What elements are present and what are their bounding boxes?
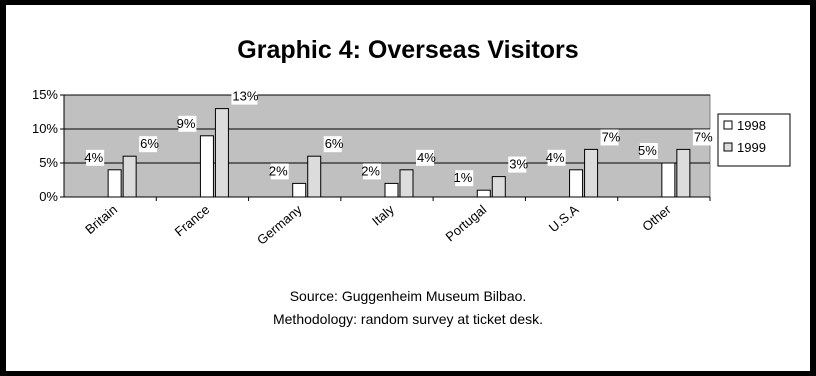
data-label-france-1998: 9% <box>177 116 196 131</box>
x-tick-label-britain: Britain <box>82 202 120 237</box>
data-label-u-s-a-1999: 7% <box>602 129 621 144</box>
legend-label-1998: 1998 <box>737 118 766 133</box>
bar-other-1999 <box>676 148 691 198</box>
legend-swatch-1998 <box>723 120 733 130</box>
x-tick-label-italy: Italy <box>369 201 397 228</box>
data-label-box-germany-1998 <box>270 163 289 180</box>
y-tick-label-0: 0% <box>39 189 58 204</box>
x-tick-label-other: Other <box>639 201 674 234</box>
legend-label-1999: 1999 <box>737 140 766 155</box>
data-label-italy-1998: 2% <box>361 163 380 178</box>
data-label-box-britain-1999 <box>139 136 158 153</box>
y-tick-label-5: 5% <box>39 155 58 170</box>
data-label-germany-1998: 2% <box>269 163 288 178</box>
bar-france-1999 <box>214 108 229 198</box>
bar-u-s-a-1999 <box>584 148 599 198</box>
x-tick-label-u-s-a: U.S.A <box>546 202 582 236</box>
data-label-box-germany-1999 <box>323 136 342 153</box>
data-label-box-u-s-a-1998 <box>547 149 566 166</box>
data-label-italy-1999: 4% <box>417 150 436 165</box>
bar-britain-1999 <box>122 155 137 198</box>
data-label-box-other-1998 <box>639 143 658 159</box>
bar-portugal-1998 <box>476 189 491 198</box>
data-label-other-1998: 5% <box>638 143 657 158</box>
data-label-box-france-1999 <box>231 88 258 105</box>
x-tick-label-france: France <box>172 202 213 240</box>
data-label-box-france-1998 <box>178 115 197 132</box>
data-label-u-s-a-1998: 4% <box>546 150 565 165</box>
methodology-note: Methodology: random survey at ticket des… <box>272 311 544 327</box>
y-tick-label-10: 10% <box>32 121 58 136</box>
bar-italy-1999 <box>399 169 414 198</box>
data-label-other-1999: 7% <box>694 129 713 144</box>
data-label-portugal-1999: 3% <box>509 157 528 172</box>
bar-france-1998 <box>199 135 214 198</box>
bar-other-1998 <box>661 162 676 198</box>
data-label-box-portugal-1999 <box>508 156 527 173</box>
bar-portugal-1999 <box>491 176 506 198</box>
bar-germany-1999 <box>307 155 322 198</box>
data-label-britain-1998: 4% <box>84 150 103 165</box>
x-tick-label-germany: Germany <box>254 201 305 247</box>
bar-u-s-a-1998 <box>569 169 584 198</box>
x-tick-label-portugal: Portugal <box>442 202 489 245</box>
data-label-germany-1999: 6% <box>325 136 344 151</box>
data-label-portugal-1998: 1% <box>453 170 472 185</box>
y-tick-label-15: 15% <box>32 87 58 102</box>
data-label-france-1999: 13% <box>232 89 258 104</box>
bar-britain-1998 <box>107 169 122 198</box>
bar-italy-1998 <box>384 182 399 198</box>
legend-box <box>717 113 791 167</box>
data-label-box-italy-1999 <box>416 149 434 166</box>
source-note: Source: Guggenheim Museum Bilbao. <box>289 288 527 304</box>
data-label-box-britain-1998 <box>86 149 105 166</box>
legend-swatch-1999 <box>723 142 733 152</box>
data-label-box-other-1999 <box>692 129 711 146</box>
data-label-britain-1999: 6% <box>140 136 159 151</box>
data-label-box-portugal-1998 <box>455 170 474 187</box>
data-label-box-italy-1998 <box>363 163 381 180</box>
data-label-box-u-s-a-1999 <box>600 129 619 146</box>
chart-title: Graphic 4: Overseas Visitors <box>237 36 579 64</box>
bar-germany-1998 <box>292 182 307 198</box>
plot-area <box>63 94 711 198</box>
